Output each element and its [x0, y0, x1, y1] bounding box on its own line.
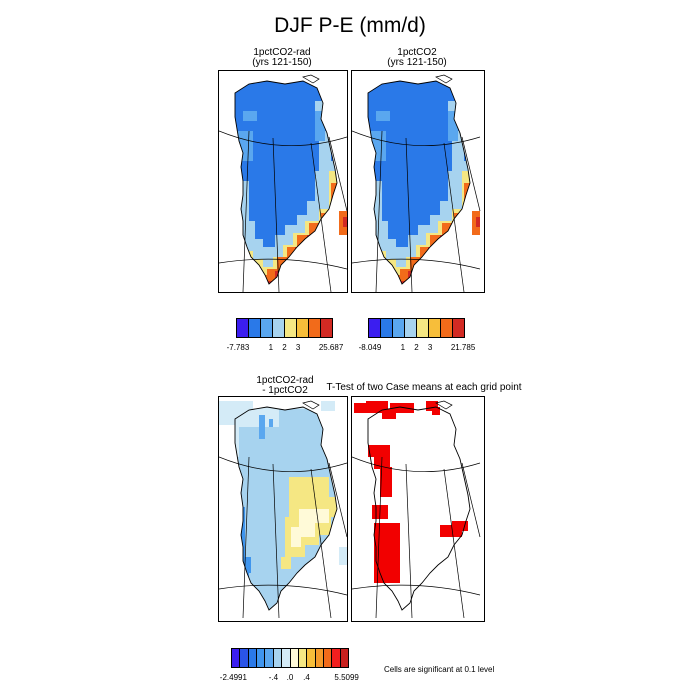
panel-title-rad-line2: (yrs 121-150) — [252, 57, 312, 68]
pe-field — [368, 81, 470, 284]
map-panel-ctrl — [351, 70, 485, 293]
colorbar-swatch — [282, 649, 291, 667]
colorbar-tick-label: -7.783 — [226, 343, 250, 352]
colorbar-swatch — [381, 319, 393, 337]
colorbar-swatch — [429, 319, 441, 337]
colorbar-tick-label: 3 — [427, 343, 433, 352]
colorbar-swatch — [309, 319, 321, 337]
greenland-coastline — [234, 80, 338, 285]
colorbar-swatch — [417, 319, 429, 337]
significant-cell — [426, 401, 438, 411]
colorbar-tick-label: -.4 — [268, 673, 279, 682]
colorbar-tick-label: 21.785 — [450, 343, 476, 352]
difference-field — [235, 407, 337, 610]
colorbar-swatch — [340, 649, 349, 667]
difference-ocean-cells — [219, 401, 347, 565]
map-diff — [219, 400, 347, 619]
greenland-coastline — [234, 406, 338, 611]
colorbar-tick-label: .0 — [286, 673, 294, 682]
colorbar-swatch — [323, 649, 333, 667]
graticule — [219, 456, 347, 619]
graticule — [219, 130, 347, 292]
colorbar-tick-label: 2 — [414, 343, 419, 352]
colorbar-diff — [231, 648, 349, 668]
significant-cell — [432, 407, 440, 415]
colorbar-tick-label: 2 — [282, 343, 287, 352]
colorbar-ctrl — [368, 318, 465, 338]
colorbar-swatch — [285, 319, 297, 337]
colorbar-swatch — [249, 319, 261, 337]
significant-cell — [354, 403, 370, 413]
colorbar-swatch — [321, 319, 332, 337]
panel-title-diff: 1pctCO2-rad - 1pctCO2 — [230, 376, 340, 396]
colorbar-swatch — [261, 319, 273, 337]
map-panel-ttest — [351, 396, 485, 622]
graticule — [352, 456, 481, 619]
significant-cell — [452, 521, 468, 531]
pe-field — [235, 81, 337, 284]
colorbar-swatch — [232, 649, 241, 667]
significance-note: Cells are significant at 0.1 level — [384, 665, 495, 674]
colorbar-tick-label: -8.049 — [358, 343, 382, 352]
colorbar-swatch — [453, 319, 464, 337]
colorbar-swatch — [290, 649, 299, 667]
panel-title-rad-line1: 1pctCO2-rad — [253, 47, 311, 58]
colorbar-swatch — [273, 319, 285, 337]
colorbar-tick-label: 1 — [268, 343, 274, 352]
panel-title-diff-line1: 1pctCO2-rad — [256, 375, 314, 386]
significant-cell — [382, 409, 396, 419]
colorbar-swatch — [405, 319, 417, 337]
colorbar-swatch — [441, 319, 453, 337]
map-rad — [219, 74, 347, 292]
colorbar-swatch — [393, 319, 405, 337]
colorbar-swatch — [307, 649, 316, 667]
significant-cell — [380, 467, 392, 497]
colorbar-swatch — [237, 319, 249, 337]
colorbar-swatch — [298, 649, 308, 667]
pe-ocean-cells — [472, 211, 480, 235]
map-panel-rad — [218, 70, 348, 293]
panel-title-diff-line2: - 1pctCO2 — [262, 385, 308, 396]
greenland-coastline — [367, 406, 471, 611]
colorbar-swatch — [265, 649, 274, 667]
panel-title-rad: 1pctCO2-rad (yrs 121-150) — [218, 48, 346, 68]
colorbar-tick-label: -2.4991 — [219, 673, 247, 682]
colorbar-swatch — [240, 649, 249, 667]
map-ttest — [352, 400, 481, 619]
colorbar-swatch — [257, 649, 266, 667]
colorbar-swatch — [297, 319, 309, 337]
colorbar-tick-label: .4 — [303, 673, 310, 682]
pe-ocean-cells — [339, 211, 347, 235]
panel-title-ttest: T-Test of two Case means at each grid po… — [316, 383, 532, 393]
colorbar-tick-label: 3 — [295, 343, 301, 352]
colorbar-swatch — [369, 319, 381, 337]
colorbar-swatch — [315, 649, 324, 667]
colorbar-tick-label: 5.5099 — [334, 673, 359, 682]
map-panel-diff — [218, 396, 348, 622]
significant-cells — [354, 401, 468, 583]
panel-title-ctrl-line1: 1pctCO2 — [397, 47, 437, 58]
panel-title-ctrl-line2: (yrs 121-150) — [387, 57, 447, 68]
colorbar-tick-label: 1 — [400, 343, 406, 352]
colorbar-swatch — [273, 649, 283, 667]
graticule — [352, 130, 481, 292]
greenland-coastline — [367, 80, 471, 285]
panel-title-ttest-line1: T-Test of two Case means at each grid po… — [326, 382, 522, 393]
figure-title: DJF P-E (mm/d) — [274, 14, 426, 37]
significant-cell — [390, 403, 414, 413]
panel-title-ctrl: 1pctCO2 (yrs 121-150) — [351, 48, 483, 68]
map-ctrl — [352, 74, 481, 292]
colorbar-swatch — [248, 649, 258, 667]
colorbar-tick-label: 25.687 — [318, 343, 344, 352]
colorbar-swatch — [332, 649, 341, 667]
colorbar-rad — [236, 318, 333, 338]
